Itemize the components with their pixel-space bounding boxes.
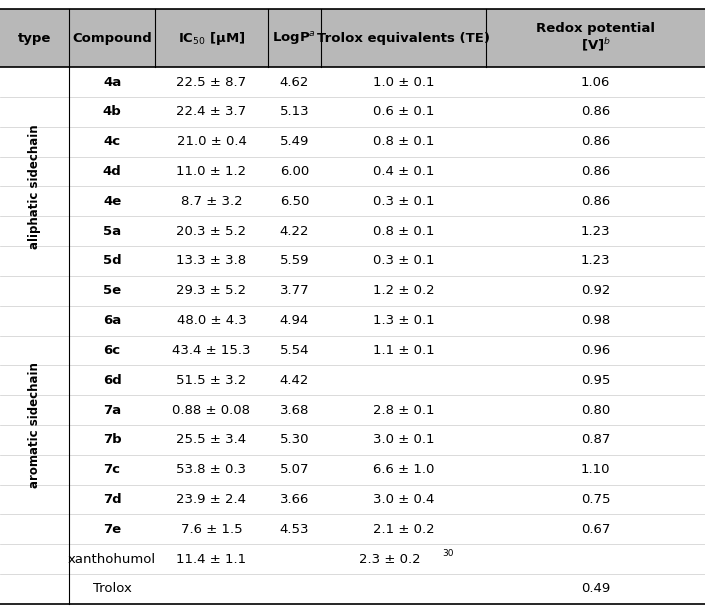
Text: 5.49: 5.49 <box>280 135 309 148</box>
Text: 1.0 ± 0.1: 1.0 ± 0.1 <box>373 76 434 88</box>
Text: 6.6 ± 1.0: 6.6 ± 1.0 <box>373 463 434 476</box>
Text: 0.88 ± 0.08: 0.88 ± 0.08 <box>173 404 250 417</box>
Text: 8.7 ± 3.2: 8.7 ± 3.2 <box>180 195 243 208</box>
Text: 21.0 ± 0.4: 21.0 ± 0.4 <box>176 135 247 148</box>
Text: 1.23: 1.23 <box>581 254 611 267</box>
Text: 0.86: 0.86 <box>581 135 611 148</box>
Text: 3.77: 3.77 <box>279 284 309 297</box>
Text: 0.86: 0.86 <box>581 165 611 178</box>
Text: 7d: 7d <box>103 493 121 506</box>
Text: 7a: 7a <box>103 404 121 417</box>
Text: 6.00: 6.00 <box>280 165 309 178</box>
Text: 22.5 ± 8.7: 22.5 ± 8.7 <box>176 76 247 88</box>
Text: 1.3 ± 0.1: 1.3 ± 0.1 <box>373 314 434 327</box>
Text: 0.8 ± 0.1: 0.8 ± 0.1 <box>373 135 434 148</box>
Text: 4e: 4e <box>103 195 121 208</box>
Text: 5.13: 5.13 <box>279 106 309 118</box>
Text: 3.0 ± 0.4: 3.0 ± 0.4 <box>373 493 434 506</box>
Text: 30: 30 <box>443 548 454 558</box>
Text: 0.8 ± 0.1: 0.8 ± 0.1 <box>373 224 434 238</box>
Text: 0.86: 0.86 <box>581 106 611 118</box>
Text: 2.8 ± 0.1: 2.8 ± 0.1 <box>373 404 434 417</box>
Text: 4b: 4b <box>103 106 121 118</box>
Text: 4c: 4c <box>104 135 121 148</box>
Text: 0.96: 0.96 <box>581 344 611 357</box>
Text: LogP$^a$: LogP$^a$ <box>272 30 317 46</box>
Text: 3.66: 3.66 <box>280 493 309 506</box>
Text: Trolox: Trolox <box>92 583 132 595</box>
Text: 5.59: 5.59 <box>280 254 309 267</box>
Text: aliphatic sidechain: aliphatic sidechain <box>28 124 41 249</box>
Text: 1.23: 1.23 <box>581 224 611 238</box>
Text: 0.6 ± 0.1: 0.6 ± 0.1 <box>373 106 434 118</box>
Text: 5.07: 5.07 <box>280 463 309 476</box>
Text: 23.9 ± 2.4: 23.9 ± 2.4 <box>176 493 247 506</box>
Text: 1.2 ± 0.2: 1.2 ± 0.2 <box>373 284 434 297</box>
Text: 4.94: 4.94 <box>280 314 309 327</box>
Text: 5d: 5d <box>103 254 121 267</box>
Text: 11.4 ± 1.1: 11.4 ± 1.1 <box>176 553 247 565</box>
Text: IC$_{50}$ [μM]: IC$_{50}$ [μM] <box>178 30 245 46</box>
Text: type: type <box>18 32 51 45</box>
Text: 0.75: 0.75 <box>581 493 611 506</box>
Text: 22.4 ± 3.7: 22.4 ± 3.7 <box>176 106 247 118</box>
Text: 0.87: 0.87 <box>581 433 611 447</box>
Text: 0.86: 0.86 <box>581 195 611 208</box>
Text: 1.10: 1.10 <box>581 463 611 476</box>
Bar <box>0 9 705 67</box>
Text: 6a: 6a <box>103 314 121 327</box>
Text: 53.8 ± 0.3: 53.8 ± 0.3 <box>176 463 247 476</box>
Text: 2.3 ± 0.2: 2.3 ± 0.2 <box>359 553 420 565</box>
Text: Trolox equivalents (TE): Trolox equivalents (TE) <box>317 32 490 45</box>
Text: 4a: 4a <box>103 76 121 88</box>
Text: 0.49: 0.49 <box>581 583 611 595</box>
Text: 4.62: 4.62 <box>280 76 309 88</box>
Text: 0.3 ± 0.1: 0.3 ± 0.1 <box>373 254 434 267</box>
Text: 0.4 ± 0.1: 0.4 ± 0.1 <box>373 165 434 178</box>
Text: 7c: 7c <box>104 463 121 476</box>
Text: 4.22: 4.22 <box>280 224 309 238</box>
Text: 0.80: 0.80 <box>581 404 611 417</box>
Text: 6d: 6d <box>103 374 121 387</box>
Text: 5e: 5e <box>103 284 121 297</box>
Text: 6c: 6c <box>104 344 121 357</box>
Text: 20.3 ± 5.2: 20.3 ± 5.2 <box>176 224 247 238</box>
Text: 7b: 7b <box>103 433 121 447</box>
Text: 3.0 ± 0.1: 3.0 ± 0.1 <box>373 433 434 447</box>
Text: 1.1 ± 0.1: 1.1 ± 0.1 <box>373 344 434 357</box>
Text: 43.4 ± 15.3: 43.4 ± 15.3 <box>172 344 251 357</box>
Text: 7.6 ± 1.5: 7.6 ± 1.5 <box>180 523 243 536</box>
Text: 29.3 ± 5.2: 29.3 ± 5.2 <box>176 284 247 297</box>
Text: Redox potential
[V]$^b$: Redox potential [V]$^b$ <box>537 22 655 54</box>
Text: 4.53: 4.53 <box>280 523 309 536</box>
Text: 0.95: 0.95 <box>581 374 611 387</box>
Text: Compound: Compound <box>72 32 152 45</box>
Text: 0.92: 0.92 <box>581 284 611 297</box>
Text: 11.0 ± 1.2: 11.0 ± 1.2 <box>176 165 247 178</box>
Text: 5.30: 5.30 <box>280 433 309 447</box>
Text: 6.50: 6.50 <box>280 195 309 208</box>
Text: 4d: 4d <box>103 165 121 178</box>
Text: 7e: 7e <box>103 523 121 536</box>
Text: 5a: 5a <box>103 224 121 238</box>
Text: 0.3 ± 0.1: 0.3 ± 0.1 <box>373 195 434 208</box>
Text: xanthohumol: xanthohumol <box>68 553 157 565</box>
Text: 3.68: 3.68 <box>280 404 309 417</box>
Text: 4.42: 4.42 <box>280 374 309 387</box>
Text: 0.98: 0.98 <box>581 314 611 327</box>
Text: 5.54: 5.54 <box>280 344 309 357</box>
Text: 51.5 ± 3.2: 51.5 ± 3.2 <box>176 374 247 387</box>
Text: aromatic sidechain: aromatic sidechain <box>28 362 41 488</box>
Text: 1.06: 1.06 <box>581 76 611 88</box>
Text: 25.5 ± 3.4: 25.5 ± 3.4 <box>176 433 247 447</box>
Text: 0.67: 0.67 <box>581 523 611 536</box>
Text: 2.1 ± 0.2: 2.1 ± 0.2 <box>373 523 434 536</box>
Text: 13.3 ± 3.8: 13.3 ± 3.8 <box>176 254 247 267</box>
Text: 48.0 ± 4.3: 48.0 ± 4.3 <box>177 314 246 327</box>
